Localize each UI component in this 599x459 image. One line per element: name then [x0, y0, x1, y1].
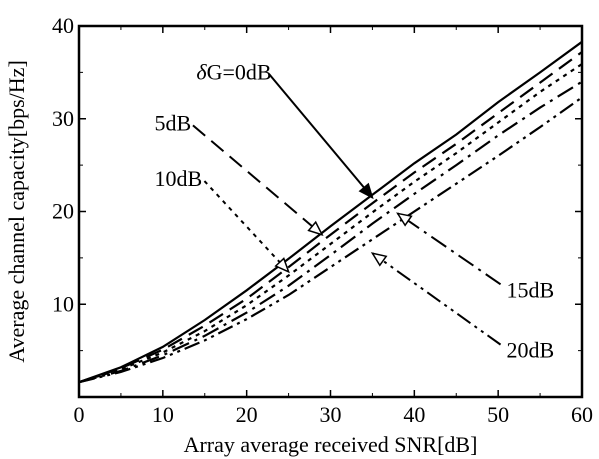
y-axis-title: Average channel capacity[bps/Hz] [4, 60, 29, 363]
annotation-arrow-3 [203, 180, 290, 273]
annotation-arrow-5 [371, 252, 502, 346]
series-line-2 [78, 51, 583, 384]
y-tick-label: 40 [52, 13, 74, 38]
annotation-arrow-2 [192, 124, 323, 236]
series-line-3 [78, 63, 583, 384]
annotation-label-4: 15dB [507, 277, 555, 302]
x-tick-label: 0 [74, 402, 85, 427]
annotation-arrowhead-4 [396, 212, 413, 227]
annotation-arrowhead-2 [307, 220, 324, 236]
series-line-5 [78, 96, 583, 384]
annotation-arrowhead-3 [274, 257, 290, 274]
x-tick-label: 30 [320, 402, 342, 427]
x-tick-label: 60 [571, 402, 593, 427]
x-tick-label: 40 [403, 402, 425, 427]
annotation-arrow-4 [396, 212, 502, 286]
x-tick-label: 50 [487, 402, 509, 427]
series-line-1 [78, 40, 583, 384]
x-tick-label: 20 [236, 402, 258, 427]
annotation-label-2: 5dB [154, 110, 191, 135]
annotation-label-5: 20dB [507, 338, 555, 363]
annotation-label-3: 10dB [154, 166, 202, 191]
annotations-layer: δG=0dB 5dB 10dB 15dB 20dB [154, 59, 554, 362]
x-axis-title: Array average received SNR[dB] [184, 432, 478, 457]
annotation-arrowhead-5 [370, 252, 388, 267]
y-tick-label: 30 [52, 106, 74, 131]
annotation-label-1: δG=0dB [196, 59, 271, 84]
series-layer [78, 40, 583, 384]
x-tick-label: 10 [152, 402, 174, 427]
y-tick-label: 20 [52, 199, 74, 224]
annotation-arrowhead-1 [358, 182, 374, 200]
y-tick-label: 10 [52, 291, 74, 316]
ticks-layer: 0 10 20 30 40 50 60 10 20 30 40 [52, 13, 593, 427]
annotation-arrow-1 [268, 73, 374, 199]
